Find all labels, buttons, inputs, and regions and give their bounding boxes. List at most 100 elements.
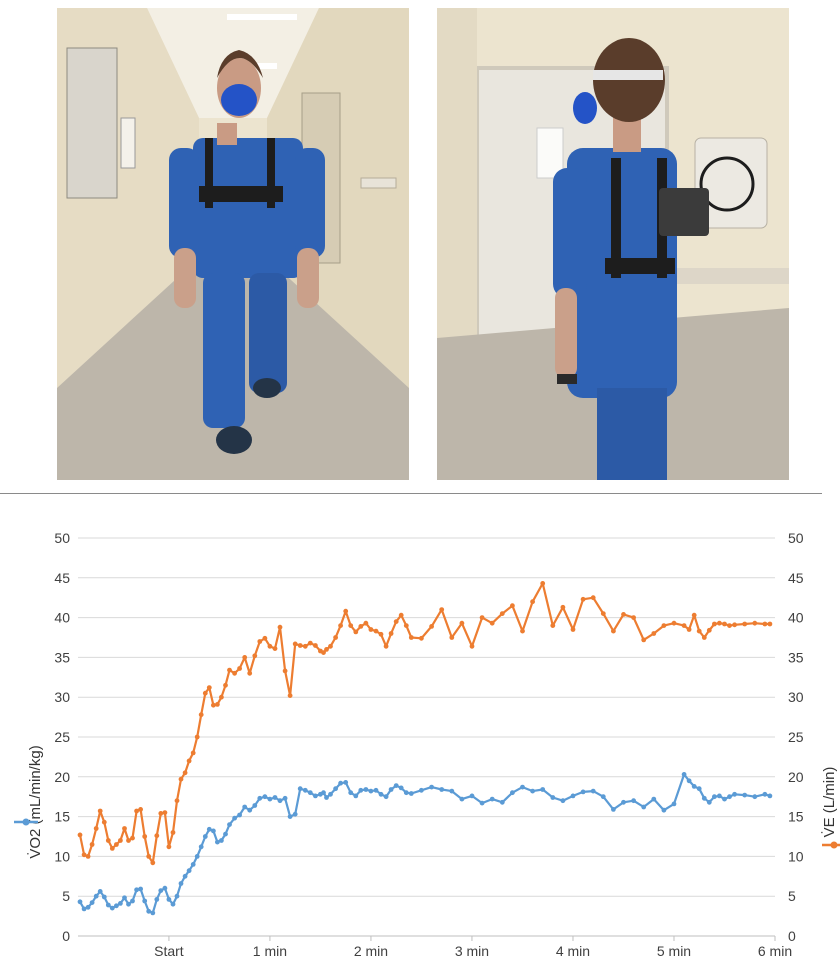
data-point-vo2-34 bbox=[215, 839, 220, 845]
data-point-vo2-110 bbox=[727, 794, 732, 800]
right-axis-title: V̇E (L/min) bbox=[821, 767, 838, 838]
data-point-ve-102 bbox=[686, 627, 692, 632]
data-point-vo2-66 bbox=[368, 788, 374, 794]
data-point-vo2-62 bbox=[348, 790, 354, 796]
data-point-vo2-71 bbox=[393, 783, 399, 788]
left-axis-title: V̇O2 (mL/min/kg) bbox=[27, 745, 44, 858]
x-tick-label-3: 3 min bbox=[455, 943, 489, 959]
data-point-ve-19 bbox=[154, 833, 160, 839]
data-point-ve-33 bbox=[211, 702, 216, 708]
left-tick-label-20: 20 bbox=[54, 769, 70, 785]
data-point-vo2-47 bbox=[277, 798, 283, 804]
data-point-vo2-95 bbox=[621, 799, 626, 805]
data-point-vo2-16 bbox=[142, 898, 148, 904]
data-point-ve-15 bbox=[138, 807, 144, 812]
data-point-ve-39 bbox=[237, 666, 243, 671]
left-tick-label-5: 5 bbox=[62, 888, 70, 904]
data-point-vo2-100 bbox=[671, 801, 677, 807]
data-point-vo2-90 bbox=[570, 793, 576, 799]
data-point-ve-46 bbox=[272, 646, 278, 651]
data-point-ve-108 bbox=[717, 620, 722, 626]
right-tick-label-20: 20 bbox=[788, 769, 804, 785]
data-point-vo2-115 bbox=[767, 793, 773, 799]
data-point-vo2-82 bbox=[489, 796, 495, 802]
data-point-vo2-10 bbox=[118, 901, 123, 906]
data-point-vo2-41 bbox=[247, 807, 253, 813]
data-point-ve-1 bbox=[81, 852, 87, 858]
data-point-vo2-35 bbox=[219, 838, 224, 843]
photo-back-view bbox=[437, 8, 789, 480]
data-point-ve-78 bbox=[449, 635, 455, 640]
data-point-ve-84 bbox=[510, 603, 515, 609]
data-point-vo2-27 bbox=[186, 868, 192, 874]
data-point-ve-7 bbox=[105, 838, 111, 843]
data-point-ve-54 bbox=[313, 643, 318, 648]
data-point-vo2-22 bbox=[166, 897, 172, 902]
data-point-ve-87 bbox=[540, 581, 546, 586]
data-point-vo2-48 bbox=[282, 795, 288, 801]
x-tick-label-4: 4 min bbox=[556, 943, 590, 959]
data-point-ve-71 bbox=[393, 619, 399, 624]
data-point-ve-5 bbox=[97, 808, 103, 814]
data-point-vo2-5 bbox=[97, 889, 103, 894]
x-tick-label-5: 5 min bbox=[657, 943, 691, 959]
data-point-ve-104 bbox=[696, 628, 702, 634]
right-tick-label-15: 15 bbox=[788, 809, 804, 825]
data-point-ve-69 bbox=[383, 643, 389, 649]
data-point-vo2-87 bbox=[540, 787, 546, 792]
data-point-vo2-75 bbox=[419, 787, 424, 793]
data-point-ve-13 bbox=[130, 835, 135, 841]
data-point-ve-44 bbox=[262, 635, 268, 641]
left-tick-label-35: 35 bbox=[54, 649, 70, 665]
data-point-vo2-61 bbox=[343, 780, 349, 785]
data-point-vo2-58 bbox=[328, 791, 333, 797]
data-point-vo2-65 bbox=[363, 787, 369, 792]
data-point-ve-2 bbox=[85, 854, 91, 859]
data-point-ve-72 bbox=[398, 612, 404, 618]
data-point-vo2-98 bbox=[651, 796, 657, 802]
data-point-vo2-51 bbox=[297, 786, 303, 792]
right-tick-label-30: 30 bbox=[788, 689, 804, 705]
data-point-ve-40 bbox=[242, 655, 248, 660]
data-point-ve-85 bbox=[520, 628, 525, 634]
series-line-ve bbox=[78, 582, 770, 864]
data-point-ve-77 bbox=[439, 607, 445, 612]
data-point-vo2-44 bbox=[262, 794, 268, 800]
data-point-vo2-104 bbox=[696, 786, 702, 792]
data-point-vo2-20 bbox=[158, 888, 164, 893]
data-point-vo2-70 bbox=[388, 787, 394, 792]
data-point-vo2-108 bbox=[717, 793, 722, 799]
data-point-vo2-23 bbox=[170, 901, 176, 907]
data-point-ve-31 bbox=[202, 690, 208, 696]
data-point-vo2-79 bbox=[459, 796, 465, 802]
data-point-vo2-60 bbox=[338, 780, 343, 786]
data-point-vo2-92 bbox=[590, 788, 596, 794]
data-point-vo2-32 bbox=[206, 826, 212, 832]
data-point-vo2-74 bbox=[408, 791, 414, 796]
data-point-ve-94 bbox=[611, 628, 616, 634]
data-point-ve-24 bbox=[174, 798, 180, 804]
data-point-ve-41 bbox=[247, 670, 253, 676]
data-point-ve-4 bbox=[93, 826, 99, 831]
data-point-ve-90 bbox=[570, 627, 576, 632]
section-divider bbox=[0, 493, 822, 494]
data-point-ve-52 bbox=[302, 643, 308, 649]
data-point-ve-57 bbox=[324, 647, 329, 652]
right-tick-label-40: 40 bbox=[788, 610, 804, 626]
data-point-ve-67 bbox=[373, 628, 379, 634]
data-point-ve-23 bbox=[170, 830, 176, 835]
data-point-vo2-14 bbox=[134, 887, 140, 893]
data-point-ve-43 bbox=[257, 639, 263, 644]
data-point-ve-9 bbox=[114, 842, 119, 847]
data-point-ve-82 bbox=[489, 620, 495, 626]
data-point-ve-113 bbox=[752, 620, 758, 626]
data-point-ve-28 bbox=[190, 750, 196, 756]
data-point-ve-99 bbox=[661, 623, 667, 628]
data-point-ve-114 bbox=[762, 621, 768, 627]
data-point-ve-0 bbox=[77, 832, 83, 838]
data-point-ve-100 bbox=[671, 620, 677, 626]
data-point-vo2-30 bbox=[198, 844, 204, 850]
data-point-ve-22 bbox=[166, 844, 172, 850]
data-point-ve-76 bbox=[429, 624, 434, 629]
data-point-vo2-7 bbox=[105, 902, 111, 908]
